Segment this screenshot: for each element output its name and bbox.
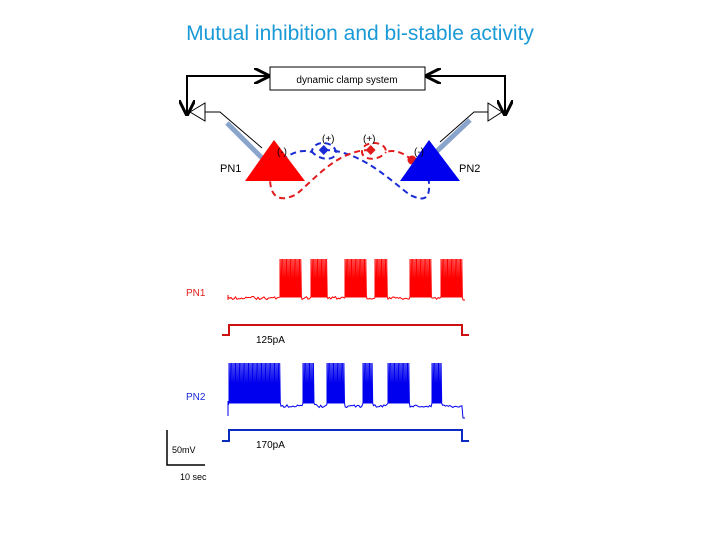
synapse-label-inhib-right: (-) [414,147,424,158]
pn1-stimulus-step [222,324,469,336]
pn1-current-label: 125pA [256,335,285,346]
pn2-to-pn1-inhibitory-path [281,142,430,200]
pn2-stimulus-step [222,429,469,442]
synapse-label-excit-left: (+) [322,134,335,145]
excitatory-synapse-pn1 [365,145,376,155]
amplifier-left-icon [189,102,206,122]
trace-path [227,258,465,301]
synapse-label-inhib-left: (-) [277,147,287,158]
pn2-diagram-label: PN2 [459,163,480,175]
excitatory-synapse-pn2 [318,145,329,155]
electrode-left [225,121,264,160]
amplifier-right-icon [487,102,503,122]
dynamic-clamp-label: dynamic clamp system [296,75,397,86]
pn2-voltage-trace [227,362,465,419]
pn2-neuron-triangle [400,140,460,181]
slide-title: Mutual inhibition and bi-stable activity [186,22,534,45]
pn1-voltage-trace [227,258,465,301]
pn2-current-label: 170pA [256,440,285,451]
pn1-to-pn2-excitatory-path [269,142,413,200]
electrode-right [433,118,472,155]
scale-bar [166,430,205,466]
pn1-neuron-triangle [245,140,305,181]
pn2-trace-label: PN2 [186,392,206,403]
pn1-diagram-label: PN1 [220,163,241,175]
synapse-label-excit-right: (+) [363,134,376,145]
scale-voltage-label: 50mV [172,445,196,455]
pn1-trace-label: PN1 [186,288,206,299]
scale-time-label: 10 sec [180,472,207,482]
trace-path [227,362,465,419]
